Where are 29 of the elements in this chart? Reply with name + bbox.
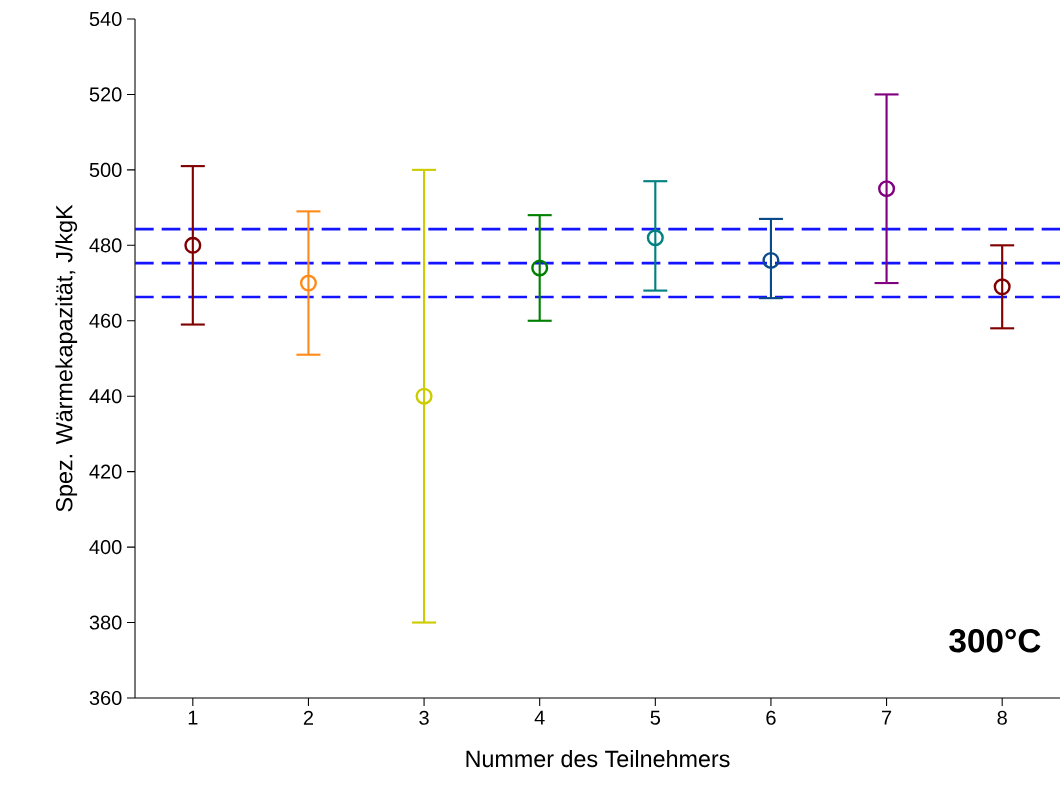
y-tick-label: 460: [89, 313, 122, 328]
annotation: 300°C: [949, 628, 1041, 653]
x-tick-label: 5: [650, 710, 661, 725]
x-axis-title: Nummer des Teilnehmers: [466, 750, 730, 768]
point: [184, 236, 202, 254]
x-tick-label: 4: [534, 710, 545, 725]
point: [531, 259, 549, 277]
x-tick-label: 3: [419, 710, 429, 725]
y-tick-label: 360: [89, 690, 122, 706]
y-tick-label: 540: [89, 11, 122, 27]
point: [646, 229, 664, 247]
point: [415, 387, 433, 405]
y-tick-label: 500: [89, 162, 122, 177]
x-tick-label: 8: [997, 710, 1007, 725]
point: [993, 278, 1011, 296]
x-tick-label: 7: [882, 710, 892, 725]
x-tick-label: 1: [188, 710, 198, 725]
y-tick-label: 420: [89, 464, 122, 479]
y-tick-label: 400: [89, 540, 122, 555]
point: [878, 180, 896, 198]
y-tick-label: 380: [89, 615, 122, 630]
x-tick-label: 6: [766, 710, 776, 725]
y-axis-title: Spez. Wärmekapazität, J/kgK: [55, 204, 78, 512]
x-tick-label: 2: [303, 710, 313, 725]
point: [299, 274, 317, 292]
point: [762, 251, 780, 269]
y-tick-label: 520: [89, 87, 122, 102]
y-tick-label: 440: [89, 389, 122, 404]
y-tick-label: 480: [89, 238, 122, 253]
